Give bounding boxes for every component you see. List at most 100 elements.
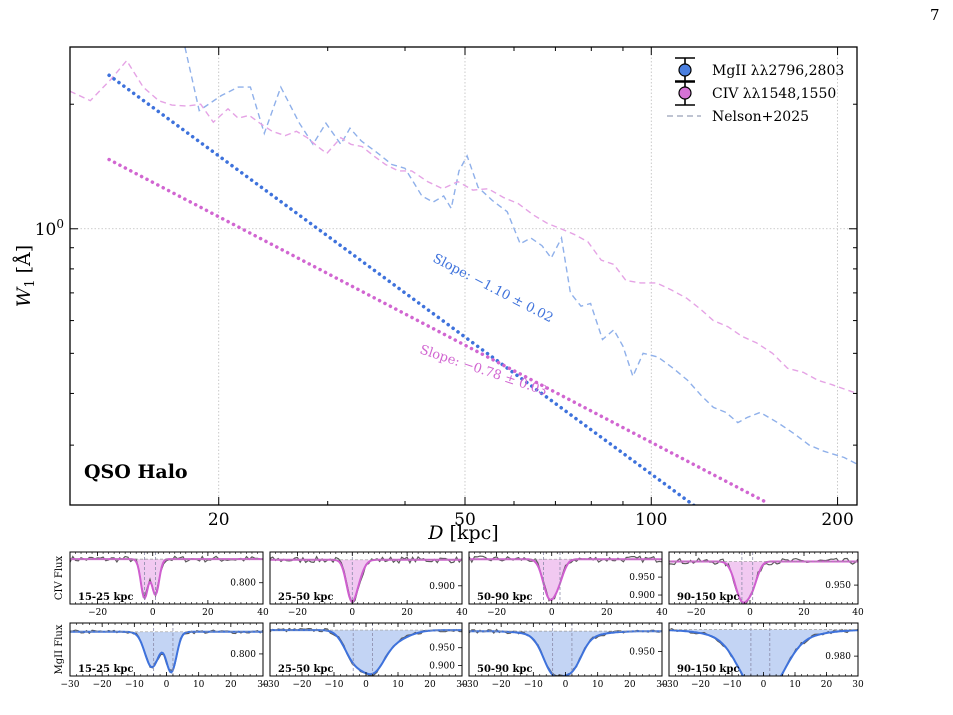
panel-x-tick-label: 0	[549, 608, 555, 618]
panel-frame	[468, 551, 663, 605]
panel-x-tick-label: 10	[193, 680, 205, 690]
panel-x-tick-label: −20	[88, 608, 107, 618]
slope-label-mgii: Slope: −1.10 ± 0.02	[430, 251, 555, 326]
x-tick-label: 100	[635, 510, 667, 530]
panel-content	[469, 552, 662, 604]
panel-x-tick-label: 20	[401, 608, 413, 618]
panel-frame	[668, 551, 859, 605]
panel-y-tick-label: 0.800	[230, 650, 256, 660]
panel-y-tick-label: 0.950	[629, 573, 655, 583]
panel-content	[270, 552, 462, 604]
mgii-panel-0: −30 −20 −10 0 10 20 30 0.800 15-25 kpc	[61, 622, 269, 690]
panel-x-tick-label: 40	[656, 608, 668, 618]
panel-x-tick-label: 10	[392, 680, 404, 690]
y-tick-label: 100	[35, 217, 64, 240]
panel-x-tick-label: 40	[456, 608, 468, 618]
panel-x-tick-label: −20	[288, 608, 307, 618]
nelson-civ-line	[70, 59, 857, 395]
panel-y-tick-label: 0.950	[825, 581, 851, 591]
civ-flux-label: CIV Flux	[54, 556, 65, 601]
panel-y-tick-label: 0.950	[629, 648, 655, 658]
main-frame	[69, 46, 858, 506]
panel-x-tick-label: 20	[225, 680, 237, 690]
mgii-panel-2: −30 −20 −10 0 10 20 30 0.950 50-90 kpc	[460, 622, 668, 690]
civ-panel-2: −20 0 20 40 0.950 0.900 50-90 kpc	[468, 551, 668, 618]
panel-x-tick-label: −20	[492, 680, 511, 690]
panel-content	[669, 552, 858, 604]
x-axis-label: D [kpc]	[427, 522, 498, 544]
panel-x-tick-label: 20	[821, 680, 833, 690]
panel-x-tick-label: 10	[592, 680, 604, 690]
panel-label: 15-25 kpc	[78, 664, 133, 675]
panel-x-tick-label: −30	[460, 680, 479, 690]
panel-x-tick-label: −20	[93, 680, 112, 690]
panel-x-tick-label: −30	[61, 680, 80, 690]
panel-x-tick-label: 30	[656, 680, 668, 690]
panel-x-tick-label: 20	[202, 608, 214, 618]
panel-y-tick-label: 0.900	[629, 591, 655, 601]
panel-x-tick-label: 30	[456, 680, 468, 690]
civ-panel-1: −20 0 20 40 0.900 25-50 kpc	[269, 551, 468, 618]
panel-x-tick-label: 20	[601, 608, 613, 618]
spectrum-model	[669, 629, 858, 676]
panel-y-tick-label: 0.800	[230, 579, 256, 589]
legend: MgII λλ2796,2803 CIV λλ1548,1550 Nelson+20…	[667, 57, 844, 125]
panel-y-tick-label: 0.900	[429, 582, 455, 592]
panel-y-tick-label: 0.980	[825, 652, 851, 662]
panel-content	[70, 623, 263, 676]
civ-panel-0: −20 0 20 40 0.800 15-25 kpc	[69, 551, 269, 618]
panel-x-tick-label: 20	[798, 608, 810, 618]
panel-y-tick-label: 0.950	[429, 644, 455, 654]
panel-x-tick-label: 20	[624, 680, 636, 690]
legend-label-1: CIV λλ1548,1550	[712, 86, 836, 102]
panel-x-tick-label: 0	[164, 680, 170, 690]
panel-x-tick-label: 0	[747, 608, 753, 618]
panel-x-tick-label: −10	[723, 680, 742, 690]
mgii-flux-label: MgII Flux	[54, 624, 65, 674]
panel-x-tick-label: 0	[563, 680, 569, 690]
panel-label: 50-90 kpc	[477, 592, 532, 603]
absorption-fill	[270, 630, 462, 675]
legend-label-0: MgII λλ2796,2803	[712, 63, 844, 79]
panel-x-tick-label: 30	[257, 680, 269, 690]
x-tick-label: 20	[208, 510, 230, 530]
mgii-panels: −30 −20 −10 0 10 20 30 0.800 15-25 kpc −30 −20 −10 0…	[54, 622, 864, 690]
page-number: 7	[930, 6, 940, 24]
panel-frame	[269, 551, 463, 605]
absorption-fill	[669, 629, 858, 676]
panel-x-tick-label: −10	[125, 680, 144, 690]
civ-panel-3: −20 0 20 40 0.950 90-150 kpc	[668, 551, 864, 618]
panel-x-tick-label: −10	[524, 680, 543, 690]
panel-x-tick-label: −20	[687, 608, 706, 618]
nelson-mgii-line	[184, 47, 857, 465]
panel-x-tick-label: −20	[691, 680, 710, 690]
absorption-fill	[469, 631, 662, 676]
fit-line-mgii	[107, 73, 697, 505]
panel-x-tick-label: −20	[487, 608, 506, 618]
panel-x-tick-label: 0	[349, 608, 355, 618]
panel-x-tick-label: 20	[424, 680, 436, 690]
curves	[70, 47, 857, 505]
panel-label: 25-50 kpc	[278, 664, 333, 675]
absorption-fill	[70, 631, 263, 673]
panel-content	[70, 552, 263, 604]
panel-x-tick-label: 40	[852, 608, 864, 618]
panel-content	[669, 623, 858, 676]
legend-marker	[678, 86, 692, 100]
panel-x-tick-label: 0	[150, 608, 156, 618]
mgii-panel-1: −30 −20 −10 0 10 20 30 0.950 0.900 25-50 kpc	[261, 622, 468, 690]
panel-label: 15-25 kpc	[78, 592, 133, 603]
panel-x-tick-label: −30	[660, 680, 679, 690]
panel-label: 50-90 kpc	[477, 664, 532, 675]
panel-x-tick-label: 10	[789, 680, 801, 690]
panel-x-tick-label: 0	[363, 680, 369, 690]
panel-frame	[69, 551, 264, 605]
panel-x-tick-label: 40	[257, 608, 269, 618]
panel-x-tick-label: −20	[293, 680, 312, 690]
x-tick-label: 200	[821, 510, 853, 530]
panel-x-tick-label: −30	[261, 680, 280, 690]
y-axis-label: W1 [Å]	[13, 245, 38, 307]
